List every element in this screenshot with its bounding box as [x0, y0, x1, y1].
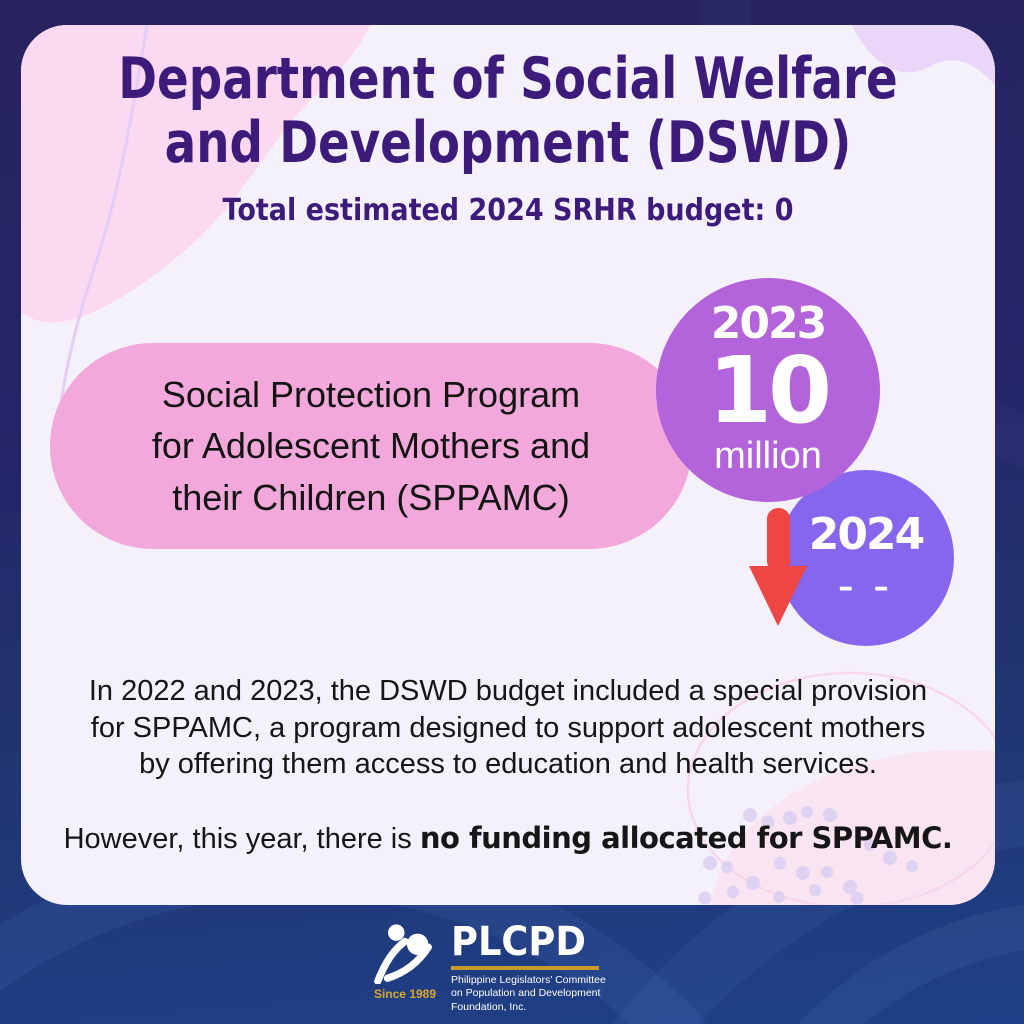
- title-line-2: and Development (DSWD): [164, 110, 852, 177]
- body-paragraph-1: In 2022 and 2023, the DSWD budget includ…: [21, 673, 995, 783]
- no-amount-dashes: – –: [838, 570, 894, 605]
- year-2023-label: 2023: [710, 298, 827, 350]
- page-title: Department of Social Welfare and Develop…: [109, 47, 908, 176]
- budget-circle-2023: 2023 10 million: [656, 278, 880, 502]
- program-name-line: their Children (SPPAMC): [172, 476, 570, 518]
- content-card: Department of Social Welfare and Develop…: [21, 25, 995, 905]
- since-1989-label: Since 1989: [373, 987, 437, 1001]
- paragraph2-normal-text: However, this year, there is: [63, 823, 420, 855]
- plcpd-logo-icon: [374, 924, 432, 984]
- body-paragraph-2: However, this year, there is no funding …: [21, 820, 995, 858]
- org-name-line: Foundation, Inc.: [451, 1000, 527, 1013]
- budget-subtitle: Total estimated 2024 SRHR budget: 0: [222, 193, 794, 228]
- title-line-1: Department of Social Welfare: [118, 46, 898, 112]
- body-line: by offering them access to education and…: [139, 748, 877, 781]
- amount-2023-value: 10: [707, 337, 832, 445]
- org-acronym: PLCPD: [451, 919, 586, 965]
- background-wave-shape: [690, 900, 1024, 1024]
- program-name-line: for Adolescent Mothers and: [151, 425, 591, 467]
- org-name-line: on Population and Development: [451, 987, 601, 1000]
- program-name-pill: Social Protection Program for Adolescent…: [50, 343, 692, 549]
- body-line: In 2022 and 2023, the DSWD budget includ…: [88, 675, 928, 707]
- org-name-line: Philippine Legislators’ Committee: [451, 973, 606, 986]
- gold-divider-line: [451, 966, 599, 970]
- year-2024-label: 2024: [808, 509, 925, 560]
- program-name-line: Social Protection Program: [161, 374, 581, 416]
- decrease-arrow-icon: [747, 508, 809, 628]
- body-line: for SPPAMC, a program designed to suppor…: [90, 711, 926, 744]
- plcpd-footer-logo: Since 1989 PLCPD Philippine Legislators’…: [372, 922, 606, 1014]
- amount-2023-unit: million: [714, 435, 822, 478]
- budget-circle-2024: 2024 – –: [778, 470, 954, 646]
- paragraph2-bold-text: no funding allocated for SPPAMC.: [419, 821, 953, 855]
